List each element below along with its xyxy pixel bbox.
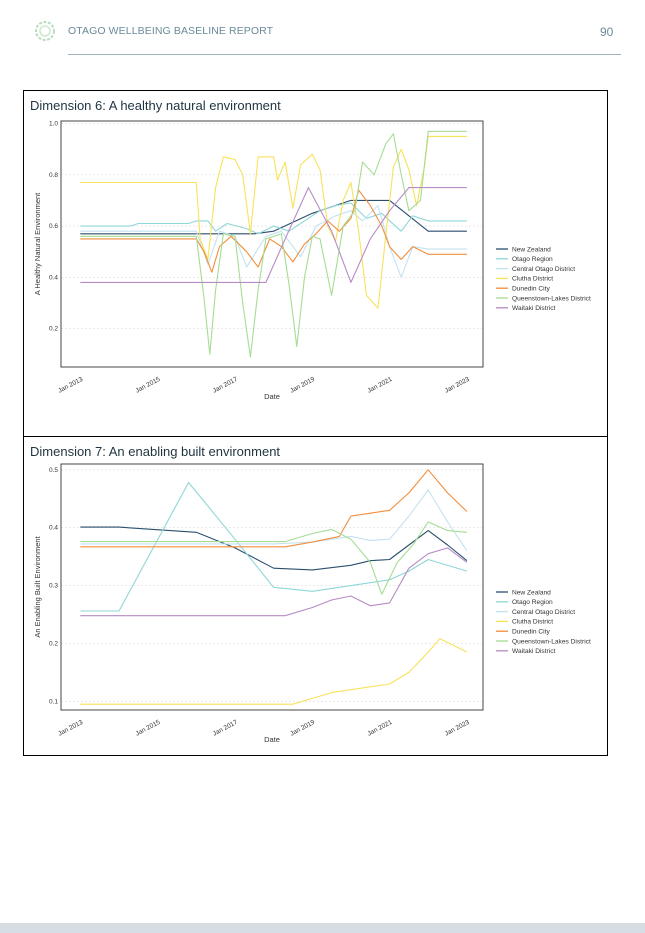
chart1-legend-label: Otago Region — [512, 256, 553, 263]
chart2-x-tick-label: Jan 2023 — [444, 719, 471, 738]
chart2-x-tick-label: Jan 2021 — [366, 719, 393, 738]
chart2-x-tick-label: Jan 2019 — [289, 719, 316, 738]
chart1-y-tick-label: 0.6 — [49, 223, 58, 230]
chart2-y-tick-label: 0.5 — [49, 467, 58, 474]
chart1-y-tick-label: 0.4 — [49, 274, 58, 281]
chart2-legend-label: Clutha District — [512, 619, 553, 626]
chart1-legend-label: Central Otago District — [512, 266, 575, 273]
chart2-y-tick-label: 0.1 — [49, 698, 58, 705]
chart2-series-line — [80, 481, 468, 612]
chart2-series-line — [80, 638, 468, 705]
chart2-series-line — [80, 521, 467, 595]
chart1-y-tick-label: 0.2 — [49, 326, 58, 333]
figure-frame — [23, 90, 608, 756]
chart1-panel-title: Dimension 6: A healthy natural environme… — [30, 98, 281, 113]
chart2-legend-label: Waitaki District — [512, 648, 556, 655]
chart2-y-tick-label: 0.2 — [49, 640, 58, 647]
chart2-series-line — [80, 469, 468, 548]
chart1-series-line — [80, 189, 467, 273]
panel-divider — [23, 436, 608, 437]
chart2-x-tick-label: Jan 2017 — [212, 719, 239, 738]
chart1-series-line — [80, 187, 467, 283]
chart2-x-tick: Jan 2013 — [57, 719, 84, 738]
report-logo-icon — [34, 20, 56, 42]
chart2-y-axis-title: An Enabling Built Environment — [33, 535, 42, 637]
chart2-series-line — [80, 526, 468, 571]
chart1-legend-label: New Zealand — [512, 246, 551, 253]
chart2-series-line — [80, 547, 468, 617]
chart2-x-tick: Jan 2017 — [212, 719, 239, 738]
chart2-x-tick: Jan 2015 — [134, 719, 161, 738]
chart1-legend-label: Queenstown-Lakes District — [512, 295, 591, 302]
chart1-legend-label: Waitaki District — [512, 305, 556, 312]
chart2-legend-label: Central Otago District — [512, 609, 575, 616]
chart2-x-tick: Jan 2019 — [289, 719, 316, 738]
chart1-legend-label: Clutha District — [512, 276, 553, 283]
chart2-x-tick-label: Jan 2015 — [134, 719, 161, 738]
chart1-series-line — [80, 135, 467, 309]
header-rule — [68, 54, 621, 55]
report-header-title: OTAGO WELLBEING BASELINE REPORT — [68, 25, 274, 37]
chart2-x-tick: Jan 2023 — [444, 719, 471, 738]
chart2-x-tick: Jan 2021 — [366, 719, 393, 738]
chart2-x-axis-title: Date — [264, 735, 280, 744]
chart2-legend-label: Queenstown-Lakes District — [512, 638, 591, 645]
chart1-y-tick-label: 0.8 — [49, 172, 58, 179]
page-number: 90 — [600, 25, 614, 39]
chart1-y-tick-label: 1.0 — [49, 121, 58, 128]
chart2-plot-area — [60, 463, 484, 711]
chart1-series-line — [80, 130, 467, 358]
chart1-y-axis-title: A Healthy Natural Environment — [33, 192, 42, 295]
chart2-y-tick-label: 0.3 — [49, 583, 58, 590]
chart2-panel-title: Dimension 7: An enabling built environme… — [30, 444, 281, 459]
chart1-series-line — [80, 199, 467, 235]
footer-band — [0, 923, 645, 933]
chart2-legend-label: Otago Region — [512, 599, 553, 606]
chart2-legend-label: New Zealand — [512, 589, 551, 596]
chart1-series-line — [80, 205, 467, 278]
chart1-x-axis-title: Date — [264, 392, 280, 401]
chart2-legend-label: Dunedin City — [512, 629, 550, 636]
chart2-series-line — [80, 489, 468, 552]
chart2-y-tick-label: 0.4 — [49, 525, 58, 532]
chart1-legend-label: Dunedin City — [512, 286, 550, 293]
chart1-plot-area — [60, 120, 484, 368]
chart2-x-tick-label: Jan 2013 — [57, 719, 84, 738]
